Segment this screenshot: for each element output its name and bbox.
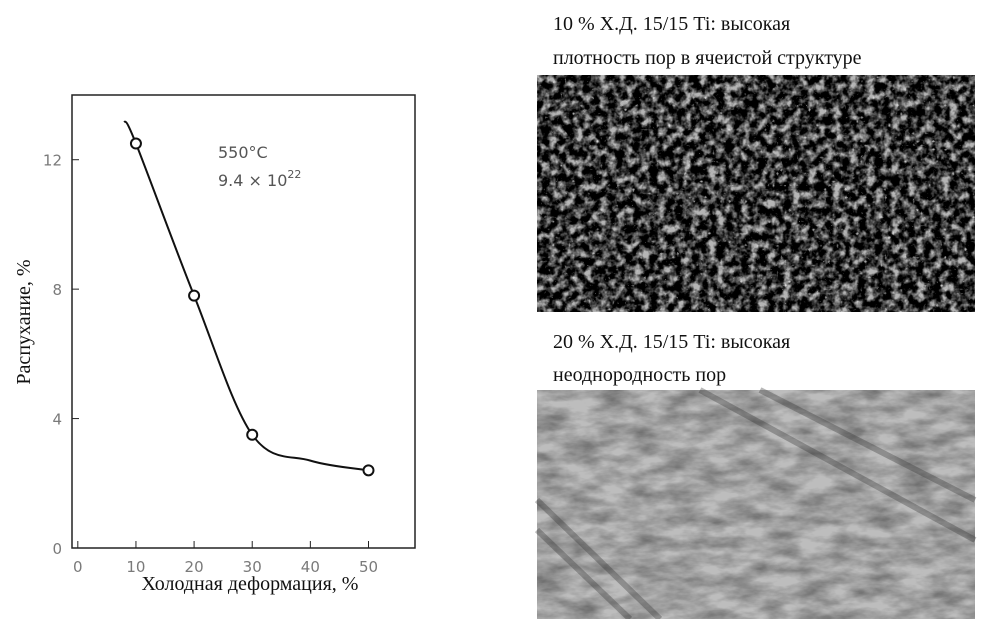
x-axis-label: Холодная деформация, % xyxy=(142,573,359,595)
y-tick-label: 12 xyxy=(43,152,62,170)
annotation: 550°C xyxy=(218,143,268,162)
image-voids xyxy=(537,75,975,312)
plot-frame xyxy=(72,95,415,548)
data-point xyxy=(363,465,373,475)
y-tick-label: 8 xyxy=(52,281,62,299)
caption: 20 % Х.Д. 15/15 Ti: высокая xyxy=(553,331,790,353)
micrograph xyxy=(537,75,975,312)
y-axis-label: Распухание, % xyxy=(13,259,35,384)
page: 0102030405004812 Холодная деформация, % … xyxy=(0,0,981,619)
caption: неоднородность пор xyxy=(553,364,726,386)
caption: 10 % Х.Д. 15/15 Ti: высокая xyxy=(553,13,790,35)
data-point xyxy=(131,139,141,149)
x-tick-label: 50 xyxy=(359,558,378,576)
caption: плотность пор в ячеистой структуре xyxy=(553,47,862,69)
y-tick-label: 4 xyxy=(52,411,62,429)
y-tick-label: 0 xyxy=(52,540,62,558)
data-point xyxy=(189,291,199,301)
annotation-exponent: 22 xyxy=(287,168,301,181)
micrograph xyxy=(537,390,975,619)
annotation: 9.4 × 1022 xyxy=(218,168,301,190)
data-point xyxy=(247,430,257,440)
annotation: 9.4 × 10 xyxy=(218,171,287,190)
x-tick-label: 0 xyxy=(73,558,83,576)
